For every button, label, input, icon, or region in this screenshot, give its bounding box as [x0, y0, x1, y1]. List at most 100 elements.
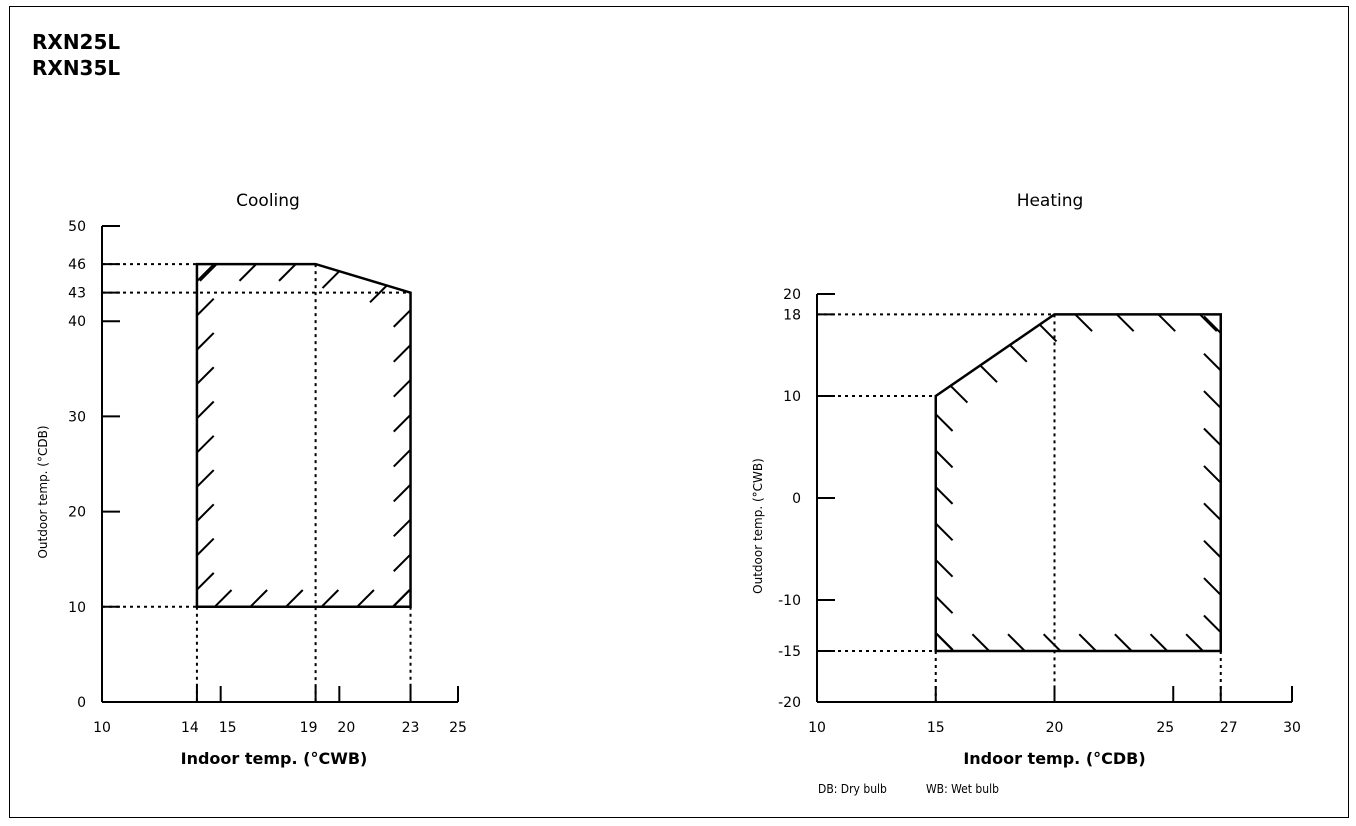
hatch-mark [393, 414, 412, 433]
y-tick-label: -20 [778, 695, 801, 711]
hatch-mark [935, 595, 954, 614]
hatch-mark [1074, 313, 1093, 332]
x-tick-label: 15 [927, 720, 945, 736]
model-name-1: RXN25L [32, 30, 121, 54]
hatch-mark [1203, 465, 1222, 484]
heating-chart: Heating 10 15 20 25 27 30 -20 -15 -10 0 10 18 20 Indoo… [751, 191, 1301, 768]
hatch-mark [935, 522, 954, 542]
y-tick-label: 50 [68, 219, 86, 235]
hatch-mark [249, 589, 268, 608]
x-tick-label: 20 [1046, 720, 1064, 736]
hatch-mark [214, 589, 233, 608]
y-tick-label: 0 [77, 695, 86, 711]
operation-region [195, 262, 412, 609]
hatch-mark [369, 284, 388, 304]
x-tick-label: 30 [1283, 720, 1301, 736]
hatch-mark [971, 633, 990, 652]
hatch-mark [1149, 633, 1169, 652]
hatch-mark [1203, 427, 1222, 447]
x-tick-label: 15 [219, 720, 237, 736]
x-tick-label: 25 [449, 720, 467, 736]
y-tick-label: 30 [68, 409, 86, 425]
cooling-chart: Cooling 10 14 15 19 20 23 25 0 10 20 30 40 43 46 50 Indo… [36, 191, 467, 768]
hatch-mark [196, 537, 215, 557]
hatch-mark [196, 297, 215, 317]
model-name-2: RXN35L [32, 56, 121, 80]
figure-frame [9, 6, 1349, 818]
hatch-mark [393, 379, 412, 398]
x-tick-label: 14 [181, 720, 199, 736]
x-tick-label: 25 [1156, 720, 1174, 736]
hatch-mark [1203, 315, 1222, 334]
hatch-mark [1114, 633, 1133, 652]
hatch-mark [393, 449, 412, 468]
x-tick-label: 10 [808, 720, 826, 736]
y-tick-label: 20 [783, 287, 801, 303]
hatch-mark [393, 518, 412, 538]
hatch-mark [1078, 633, 1097, 652]
y-tick-label: -10 [778, 593, 801, 609]
hatch-mark [278, 263, 297, 282]
hatch-mark [199, 263, 218, 282]
wet-bulb-note: WB: Wet bulb [926, 782, 999, 796]
hatch-mark [196, 503, 215, 522]
hatch-mark [393, 553, 412, 572]
hatch-mark [196, 366, 215, 385]
hatch-mark [1157, 313, 1176, 332]
x-tick-label: 10 [93, 720, 111, 736]
x-tick-label: 20 [337, 720, 355, 736]
hatch-mark [196, 469, 215, 488]
hatch-mark [1203, 577, 1222, 596]
hatch-mark [1116, 313, 1135, 332]
y-tick-label: -15 [778, 644, 801, 660]
x-tick-label: 23 [402, 720, 420, 736]
hatch-mark [1203, 352, 1222, 372]
y-axis-label: Outdoor temp. (°CWB) [751, 458, 765, 594]
chart-title: Heating [1017, 191, 1084, 211]
x-tick-label: 27 [1220, 720, 1238, 736]
y-axis-label: Outdoor temp. (°CDB) [36, 425, 50, 558]
hatch-mark [1203, 502, 1222, 521]
hatch-mark [238, 263, 257, 282]
hatch-mark [196, 400, 215, 420]
hatch-mark [1203, 390, 1222, 409]
hatch-mark [1042, 633, 1062, 652]
hatch-mark [935, 486, 954, 505]
hatch-mark [392, 589, 411, 608]
x-axis-label: Indoor temp. (°CDB) [963, 749, 1145, 768]
hatch-mark [1038, 323, 1058, 343]
chart-title: Cooling [236, 191, 300, 211]
hatch-mark [935, 559, 954, 578]
hatch-mark [935, 449, 954, 469]
hatch-mark [196, 332, 215, 351]
hatch-mark [949, 385, 969, 404]
x-tick-label: 19 [300, 720, 318, 736]
hatch-mark [356, 589, 375, 608]
y-tick-label: 20 [68, 505, 86, 521]
hatch-mark [196, 263, 215, 282]
hatch-mark [393, 483, 412, 503]
y-tick-label: 46 [68, 257, 86, 273]
hatch-mark [1203, 614, 1222, 634]
hatch-mark [936, 633, 955, 652]
hatch-mark [285, 589, 304, 608]
hatch-mark [1199, 313, 1218, 332]
y-tick-label: 40 [68, 314, 86, 330]
hatch-mark [393, 344, 412, 363]
hatch-mark [196, 572, 215, 591]
hatch-mark [1007, 633, 1026, 652]
hatch-mark [393, 309, 412, 328]
hatch-mark [979, 364, 998, 383]
y-tick-label: 18 [783, 307, 801, 323]
y-tick-label: 10 [783, 389, 801, 405]
operation-region [934, 313, 1222, 653]
hatch-mark [935, 413, 954, 432]
hatch-mark [1203, 539, 1222, 559]
hatch-mark [321, 270, 341, 289]
x-axis-label: Indoor temp. (°CWB) [181, 749, 368, 768]
hatch-mark [320, 589, 340, 608]
y-tick-label: 10 [68, 600, 86, 616]
y-tick-label: 43 [68, 286, 86, 302]
hatch-mark [1185, 633, 1204, 652]
